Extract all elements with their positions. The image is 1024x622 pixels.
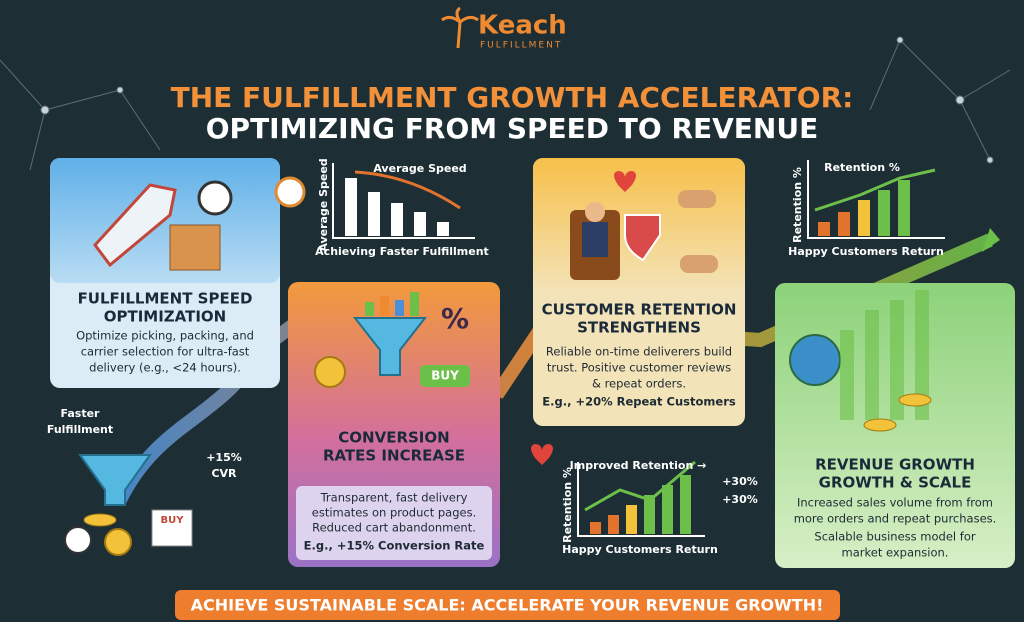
step-body: Transparent, fast delivery — [320, 491, 468, 505]
logo-name: Keach — [478, 11, 567, 41]
callout: CVR — [211, 467, 237, 480]
step-example: E.g., +20% Repeat Customers — [542, 395, 736, 409]
step-body: trust. Positive customer reviews — [547, 361, 731, 375]
mini-chart: Retention % Retention % Happy Customers … — [788, 160, 945, 258]
y-label: Average Speed — [317, 158, 330, 251]
left-callouts: Faster Fulfillment +15% CVR BUY — [47, 407, 242, 556]
icon-label: BUY — [161, 515, 185, 526]
step-body: delivery (e.g., <24 hours). — [89, 361, 241, 375]
logo: Keach FULFILLMENT — [441, 6, 567, 51]
callout: +15% — [206, 451, 242, 464]
logo-tagline: FULFILLMENT — [480, 41, 562, 51]
step-card: FULFILLMENT SPEED OPTIMIZATION Optimize … — [50, 158, 280, 388]
y-label: Retention % — [791, 167, 804, 243]
callout: Faster — [61, 407, 101, 420]
step-example: E.g., +15% Conversion Rate — [304, 539, 485, 553]
step-title: GROWTH & SCALE — [819, 474, 972, 492]
step-body: more orders and repeat purchases. — [794, 512, 997, 526]
step-body: market expansion. — [842, 546, 949, 560]
step-body: Increased sales volume from from — [797, 496, 993, 510]
chart-title: Improved Retention → — [570, 459, 707, 472]
step-body: Optimize picking, packing, and — [76, 329, 254, 343]
step-card: % BUY CONVERSION RATES INCREASE Transpar… — [288, 282, 500, 567]
x-label: Achieving Faster Fulfillment — [315, 245, 489, 258]
step-title: RATES INCREASE — [323, 447, 465, 465]
network-decoration — [0, 36, 1011, 171]
chart-title: Retention % — [824, 161, 900, 174]
step-title: CONVERSION — [338, 429, 449, 447]
title: THE FULFILLMENT GROWTH ACCELERATOR: — [171, 81, 854, 114]
callout: Fulfillment — [47, 423, 113, 436]
footer-text: ACHIEVE SUSTAINABLE SCALE: ACCELERATE YO… — [191, 596, 824, 615]
title: OPTIMIZING FROM SPEED TO REVENUE — [206, 112, 818, 145]
step-title: STRENGTHENS — [577, 319, 701, 337]
step-card: CUSTOMER RETENTION STRENGTHENS Reliable … — [533, 158, 745, 426]
step-title: REVENUE GROWTH — [815, 456, 975, 474]
callout: +30% — [722, 493, 758, 506]
footer-banner: ACHIEVE SUSTAINABLE SCALE: ACCELERATE YO… — [175, 590, 840, 620]
step-body: & repeat orders. — [592, 377, 686, 391]
step-title: CUSTOMER RETENTION — [542, 301, 737, 319]
arrow-head — [982, 228, 1000, 252]
x-label: Happy Customers Return — [562, 543, 718, 556]
step-body: estimates on product pages. — [312, 506, 477, 520]
chart-title: Average Speed — [373, 162, 466, 175]
step-body: Reliable on-time deliverers build — [546, 345, 732, 359]
step-title: OPTIMIZATION — [104, 308, 227, 326]
x-label: Happy Customers Return — [788, 245, 944, 258]
step-card: REVENUE GROWTH GROWTH & SCALE Increased … — [775, 283, 1015, 568]
step-body: Reduced cart abandonment. — [312, 521, 476, 535]
mini-chart: Average Speed Average Speed Achieving Fa… — [274, 158, 489, 258]
y-label: Retention % — [561, 467, 574, 543]
step-title: FULFILLMENT SPEED — [78, 290, 253, 308]
mini-chart: Improved Retention → Retention % Happy C… — [531, 444, 718, 556]
icon-label: BUY — [431, 369, 459, 383]
icon-label: % — [441, 302, 469, 335]
step-body: carrier selection for ultra-fast — [81, 345, 250, 359]
callout: +30% — [722, 475, 758, 488]
step-body: Scalable business model for — [814, 530, 975, 544]
